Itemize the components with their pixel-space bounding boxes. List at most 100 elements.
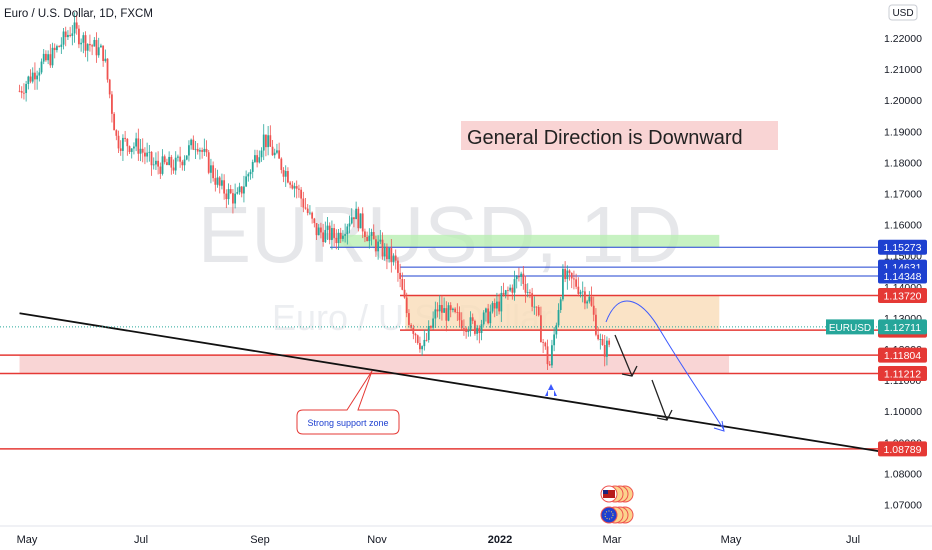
candle-body (586, 301, 589, 304)
candle-body (416, 335, 419, 344)
price-axis-tick: 1.16000 (884, 220, 922, 232)
candle-body (115, 130, 118, 136)
time-axis-tick: Nov (367, 534, 387, 546)
candle-body (313, 218, 316, 224)
current-symbol-tag (826, 319, 874, 335)
price-level-tag-text: 1.11212 (884, 369, 921, 381)
candle-body (133, 146, 135, 149)
candle-body (238, 186, 241, 193)
candle-body (546, 346, 549, 365)
candle-body (135, 138, 138, 147)
candle-body (423, 339, 426, 347)
current-price-tag (878, 319, 927, 335)
candle-body (570, 272, 573, 279)
candle-body (287, 171, 289, 183)
candle-body (599, 339, 602, 340)
projection-arrow-long[interactable] (651, 379, 668, 421)
candle-body (271, 146, 274, 156)
candle-body (126, 138, 129, 147)
candle-body (458, 312, 461, 321)
candle-body (344, 234, 347, 236)
candle-body (337, 232, 340, 244)
price-axis-tick: 1.22000 (884, 33, 922, 45)
support-callout[interactable]: Strong support zone (296, 370, 400, 435)
currency-button[interactable]: USD (888, 4, 918, 21)
candle-body (555, 325, 558, 335)
candle-body (269, 135, 272, 147)
candle-body (29, 76, 32, 82)
candle-body (67, 34, 69, 38)
candle-body (430, 326, 432, 328)
candle-body (535, 306, 538, 308)
candle-body (273, 152, 276, 156)
green-zone[interactable] (338, 234, 720, 248)
candle-body (168, 156, 171, 165)
candle-body (227, 189, 230, 200)
candle-body (260, 150, 263, 158)
trendline[interactable] (19, 312, 898, 456)
candle-body (436, 309, 439, 312)
candle-body (566, 270, 569, 280)
candle-body (64, 31, 67, 38)
price-axis-tick: 1.07000 (884, 500, 922, 512)
candle-body (469, 317, 472, 331)
economic-events[interactable] (600, 485, 634, 524)
candle-body (170, 156, 173, 168)
time-axis-tick: May (721, 534, 742, 546)
candle-body (465, 328, 468, 333)
candle-body (537, 307, 540, 316)
candle-body (130, 148, 133, 152)
candle-body (353, 217, 355, 220)
currency-button-label: USD (892, 8, 913, 19)
candle-body (152, 164, 155, 166)
candle-body (84, 35, 87, 51)
candle-body (403, 289, 406, 298)
candle-body (122, 137, 124, 151)
candle-body (78, 28, 80, 45)
candle-body (106, 58, 109, 80)
candle-body (291, 184, 294, 189)
candle-body (562, 269, 564, 300)
us-flag-icon (603, 490, 615, 498)
direction-banner[interactable]: General Direction is Downward (461, 121, 778, 150)
candle-body (421, 346, 424, 350)
candle-body (23, 92, 25, 94)
candle-body (320, 227, 322, 233)
candle-body (108, 79, 111, 95)
candle-body (504, 290, 507, 295)
candle-body (564, 269, 567, 280)
projection-arrow-short[interactable] (614, 334, 633, 377)
time-axis-tick: Jul (134, 534, 148, 546)
candle-body (174, 157, 177, 171)
time-axis[interactable]: May Jul Sep Nov 2022 Mar May Jul (17, 534, 860, 546)
candle-body (262, 134, 265, 151)
candle-body (181, 161, 184, 166)
candle-body (234, 193, 237, 204)
candle-body (280, 158, 283, 170)
candle-body (229, 189, 232, 194)
candle-body (487, 308, 490, 324)
event-icon-stack-eu[interactable] (600, 506, 634, 524)
candle-body (386, 246, 388, 260)
candle-body (185, 155, 188, 160)
projection-curve[interactable] (605, 300, 725, 431)
candle-body (326, 225, 329, 230)
candle-body (111, 94, 113, 114)
event-icon-stack-us[interactable] (600, 485, 634, 503)
candle-body (392, 255, 395, 262)
price-level-tag (878, 347, 927, 363)
candle-body (361, 213, 364, 232)
price-level-tag (878, 288, 927, 304)
candle-body (159, 166, 162, 174)
range-zone[interactable] (405, 295, 720, 331)
candle-body (372, 232, 375, 240)
candle-body (51, 47, 54, 66)
candle-body (412, 327, 415, 334)
candle-body (601, 339, 604, 346)
candle-body (18, 90, 21, 92)
candle-body (509, 287, 512, 291)
candle-body (146, 152, 149, 157)
candle-body (53, 47, 56, 51)
